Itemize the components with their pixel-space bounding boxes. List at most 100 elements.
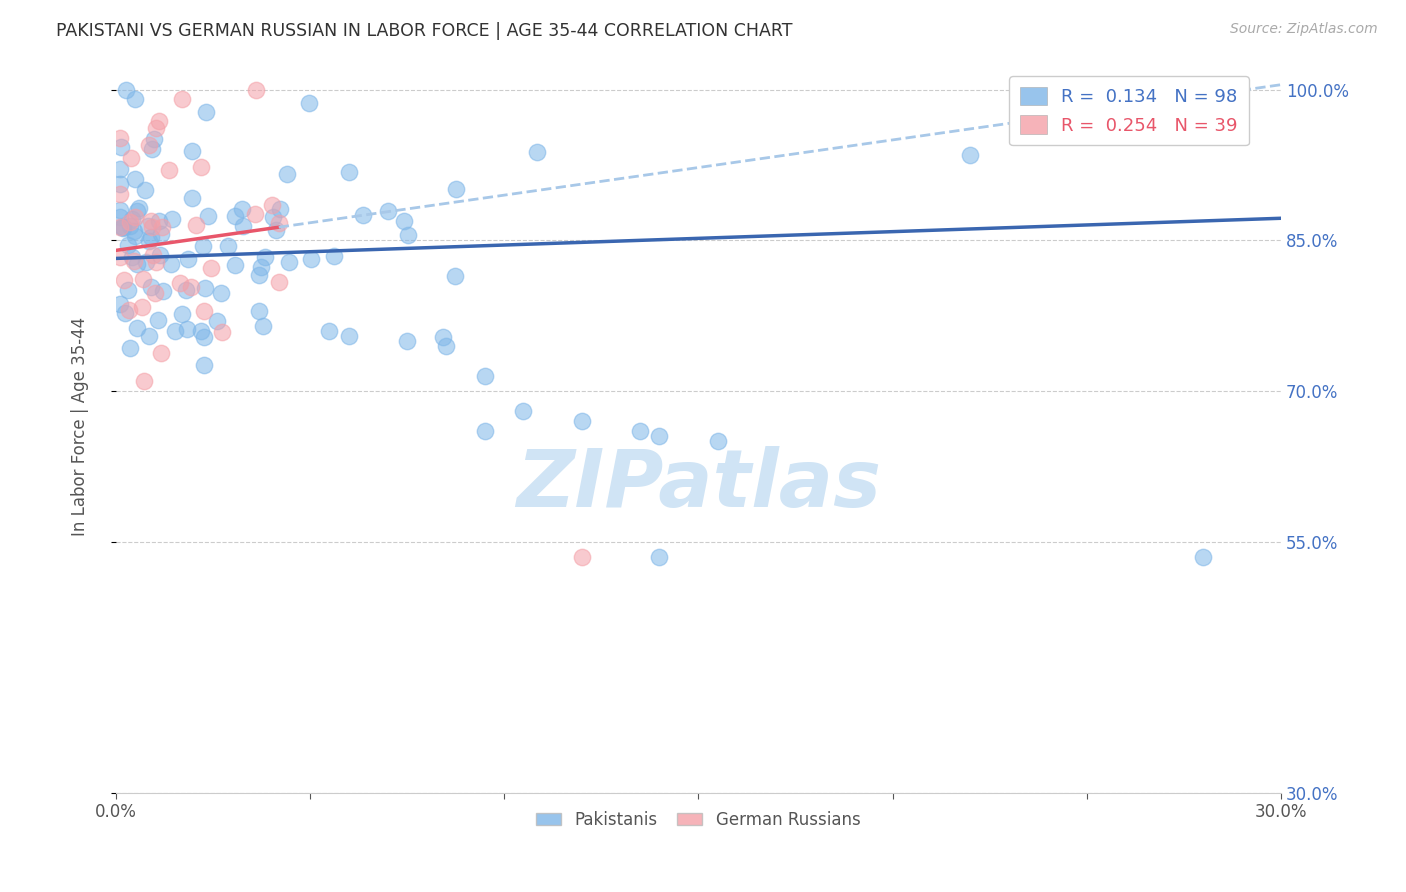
Point: [134, 183, 156, 197]
Point: [205, 314, 228, 328]
Point: [512, 404, 534, 418]
Point: [128, 202, 150, 216]
Point: [124, 92, 146, 106]
Point: [252, 318, 274, 333]
Point: [145, 121, 167, 136]
Point: [114, 306, 136, 320]
Point: [112, 219, 135, 234]
Point: [157, 163, 180, 178]
Point: [247, 268, 270, 282]
Point: [114, 83, 136, 97]
Point: [269, 202, 291, 216]
Point: [193, 330, 215, 344]
Point: [262, 210, 284, 224]
Point: [120, 151, 142, 165]
Point: [148, 114, 170, 128]
Point: [125, 204, 148, 219]
Point: [145, 254, 167, 268]
Point: [648, 549, 671, 564]
Point: [264, 223, 287, 237]
Point: [159, 257, 181, 271]
Point: [110, 211, 132, 225]
Point: [139, 230, 162, 244]
Point: [443, 268, 465, 283]
Point: [142, 248, 165, 262]
Point: [108, 297, 131, 311]
Point: [181, 191, 204, 205]
Point: [276, 167, 298, 181]
Point: [571, 549, 593, 564]
Point: [131, 301, 153, 315]
Point: [135, 255, 157, 269]
Point: [211, 325, 233, 339]
Point: [169, 276, 191, 290]
Point: [194, 281, 217, 295]
Point: [111, 219, 134, 234]
Point: [444, 182, 467, 196]
Point: [112, 221, 135, 235]
Point: [267, 275, 290, 289]
Text: PAKISTANI VS GERMAN RUSSIAN IN LABOR FORCE | AGE 35-44 CORRELATION CHART: PAKISTANI VS GERMAN RUSSIAN IN LABOR FOR…: [56, 22, 793, 40]
Point: [108, 131, 131, 145]
Point: [112, 273, 135, 287]
Point: [122, 224, 145, 238]
Point: [180, 145, 202, 159]
Point: [177, 252, 200, 266]
Point: [186, 218, 208, 232]
Point: [337, 165, 360, 179]
Point: [163, 324, 186, 338]
Point: [253, 250, 276, 264]
Point: [132, 272, 155, 286]
Point: [323, 249, 346, 263]
Point: [278, 254, 301, 268]
Point: [110, 250, 132, 264]
Point: [318, 324, 340, 338]
Point: [121, 250, 143, 264]
Point: [138, 329, 160, 343]
Point: [150, 220, 173, 235]
Point: [170, 307, 193, 321]
Point: [474, 424, 496, 438]
Point: [149, 345, 172, 359]
Point: [224, 209, 246, 223]
Point: [395, 334, 418, 348]
Point: [352, 208, 374, 222]
Point: [474, 368, 496, 383]
Point: [245, 83, 267, 97]
Point: [132, 374, 155, 388]
Point: [299, 252, 322, 266]
Point: [377, 203, 399, 218]
Point: [628, 424, 651, 438]
Point: [176, 322, 198, 336]
Point: [108, 177, 131, 191]
Point: [138, 137, 160, 152]
Point: [195, 105, 218, 120]
Point: [108, 162, 131, 177]
Point: [197, 209, 219, 223]
Point: [1192, 83, 1215, 97]
Point: [247, 303, 270, 318]
Point: [139, 213, 162, 227]
Point: [209, 286, 232, 301]
Point: [190, 161, 212, 175]
Point: [124, 229, 146, 244]
Point: [108, 186, 131, 201]
Point: [190, 324, 212, 338]
Point: [138, 234, 160, 248]
Point: [959, 148, 981, 162]
Point: [120, 341, 142, 355]
Point: [231, 202, 253, 216]
Point: [191, 239, 214, 253]
Point: [122, 254, 145, 268]
Point: [174, 283, 197, 297]
Point: [118, 215, 141, 229]
Point: [143, 286, 166, 301]
Point: [117, 238, 139, 252]
Point: [396, 227, 419, 242]
Point: [136, 219, 159, 234]
Text: ZIPatlas: ZIPatlas: [516, 446, 880, 524]
Point: [571, 414, 593, 428]
Point: [150, 227, 173, 241]
Point: [260, 198, 283, 212]
Point: [127, 258, 149, 272]
